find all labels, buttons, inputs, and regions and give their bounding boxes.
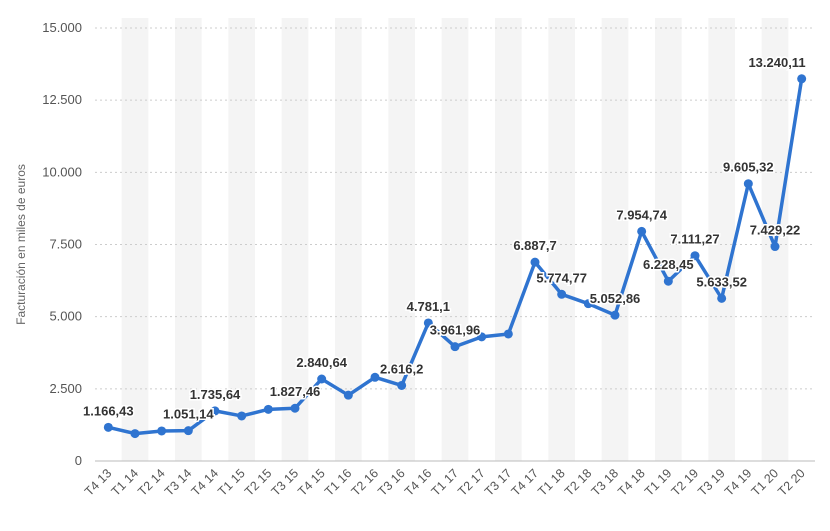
x-tick-label: T4 17 bbox=[509, 466, 542, 499]
data-point bbox=[370, 372, 380, 382]
x-tick-label: T4 19 bbox=[722, 466, 755, 499]
x-tick-label: T4 16 bbox=[402, 466, 435, 499]
data-point bbox=[770, 242, 780, 252]
x-tick-label: T1 14 bbox=[109, 466, 142, 499]
data-point bbox=[183, 426, 193, 436]
x-tick-label: T2 19 bbox=[669, 466, 702, 499]
x-tick-label: T1 20 bbox=[749, 466, 782, 499]
data-label: 13.240,11 bbox=[748, 55, 805, 70]
column-band bbox=[495, 18, 522, 461]
data-point bbox=[530, 257, 540, 267]
data-label: 1.735,64 bbox=[190, 387, 241, 402]
x-tick-label: T2 16 bbox=[349, 466, 382, 499]
data-point bbox=[743, 179, 753, 189]
gridlines bbox=[95, 27, 815, 462]
data-point bbox=[477, 332, 487, 342]
data-point bbox=[397, 380, 407, 390]
x-tick-label: T2 18 bbox=[562, 466, 595, 499]
column-band bbox=[281, 18, 309, 461]
y-tick-label: 15.000 bbox=[42, 20, 82, 35]
data-label: 1.827,46 bbox=[270, 384, 321, 399]
data-point bbox=[237, 411, 247, 421]
data-point bbox=[343, 390, 353, 400]
data-point bbox=[103, 422, 113, 432]
y-axis-ticks: 0 2.500 5.000 7.500 10.000 12.500 15.000 bbox=[42, 20, 82, 468]
data-labels: 1.166,43 1.051,14 1.735,64 1.827,46 2.840,64… bbox=[82, 53, 808, 423]
data-label: 9.605,32 bbox=[723, 160, 774, 175]
y-tick-label: 0 bbox=[75, 453, 82, 468]
data-label: 4.781,1 bbox=[407, 299, 450, 314]
x-tick-label: T1 18 bbox=[535, 466, 568, 499]
x-tick-label: T4 15 bbox=[295, 466, 328, 499]
data-point bbox=[610, 310, 620, 320]
data-point bbox=[797, 74, 807, 84]
data-point bbox=[583, 299, 593, 309]
column-band bbox=[441, 18, 469, 461]
data-point bbox=[717, 293, 727, 303]
y-tick-label: 10.000 bbox=[42, 164, 82, 179]
x-tick-label: T3 15 bbox=[269, 466, 302, 499]
data-label: 2.840,64 bbox=[296, 355, 347, 370]
x-tick-label: T4 18 bbox=[615, 466, 648, 499]
data-label: 5.633,52 bbox=[696, 274, 747, 289]
x-tick-label: T2 20 bbox=[775, 466, 808, 499]
data-label: 1.051,14 bbox=[163, 407, 214, 422]
data-label: 5.052,86 bbox=[590, 291, 641, 306]
data-point bbox=[290, 403, 300, 413]
column-band bbox=[655, 18, 682, 461]
x-tick-label: T1 15 bbox=[215, 466, 248, 499]
column-band bbox=[548, 18, 575, 461]
data-points bbox=[103, 74, 807, 439]
x-tick-label: T1 17 bbox=[429, 466, 462, 499]
y-tick-label: 12.500 bbox=[42, 92, 82, 107]
x-tick-label: T3 17 bbox=[482, 466, 515, 499]
data-point bbox=[210, 406, 220, 416]
x-tick-label: T2 17 bbox=[455, 466, 488, 499]
column-band bbox=[708, 18, 735, 461]
column-band bbox=[228, 18, 255, 461]
data-point bbox=[130, 429, 140, 439]
data-label: 7.954,74 bbox=[616, 207, 667, 222]
data-point bbox=[690, 251, 700, 261]
x-tick-label: T2 14 bbox=[135, 466, 168, 499]
data-label: 7.111,27 bbox=[670, 232, 719, 247]
data-label: 3.961,96 bbox=[430, 323, 481, 338]
data-point bbox=[157, 426, 167, 436]
y-tick-label: 2.500 bbox=[49, 381, 82, 396]
data-point bbox=[263, 404, 273, 414]
x-tick-label: T1 19 bbox=[642, 466, 675, 499]
data-point bbox=[317, 374, 327, 384]
data-point bbox=[503, 329, 513, 339]
data-label: 6.228,45 bbox=[643, 257, 694, 272]
data-point bbox=[663, 276, 673, 286]
data-label: 5.774,77 bbox=[536, 270, 587, 285]
x-tick-label: T3 18 bbox=[589, 466, 622, 499]
x-tick-label: T3 19 bbox=[695, 466, 728, 499]
data-label: 1.166,43 bbox=[83, 403, 134, 418]
data-point bbox=[637, 226, 647, 236]
y-tick-label: 7.500 bbox=[49, 237, 82, 252]
x-tick-label: T3 16 bbox=[375, 466, 408, 499]
column-bands bbox=[121, 18, 789, 461]
x-tick-label: T3 14 bbox=[162, 466, 195, 499]
x-tick-label: T4 13 bbox=[82, 466, 115, 499]
data-point bbox=[423, 318, 433, 328]
data-label: 2.616,2 bbox=[380, 361, 423, 376]
x-tick-label: T2 15 bbox=[242, 466, 275, 499]
data-point bbox=[450, 342, 460, 352]
data-label: 7.429,22 bbox=[750, 223, 801, 238]
x-tick-label: T1 16 bbox=[322, 466, 355, 499]
data-label: 6.887,7 bbox=[513, 238, 556, 253]
x-tick-label: T4 14 bbox=[189, 466, 222, 499]
column-band bbox=[388, 18, 415, 461]
column-band bbox=[121, 18, 149, 461]
column-band bbox=[175, 18, 202, 461]
y-tick-label: 5.000 bbox=[49, 309, 82, 324]
column-band bbox=[601, 18, 629, 461]
data-point bbox=[557, 289, 567, 299]
y-axis-label: Facturación en miles de euros bbox=[14, 164, 28, 325]
